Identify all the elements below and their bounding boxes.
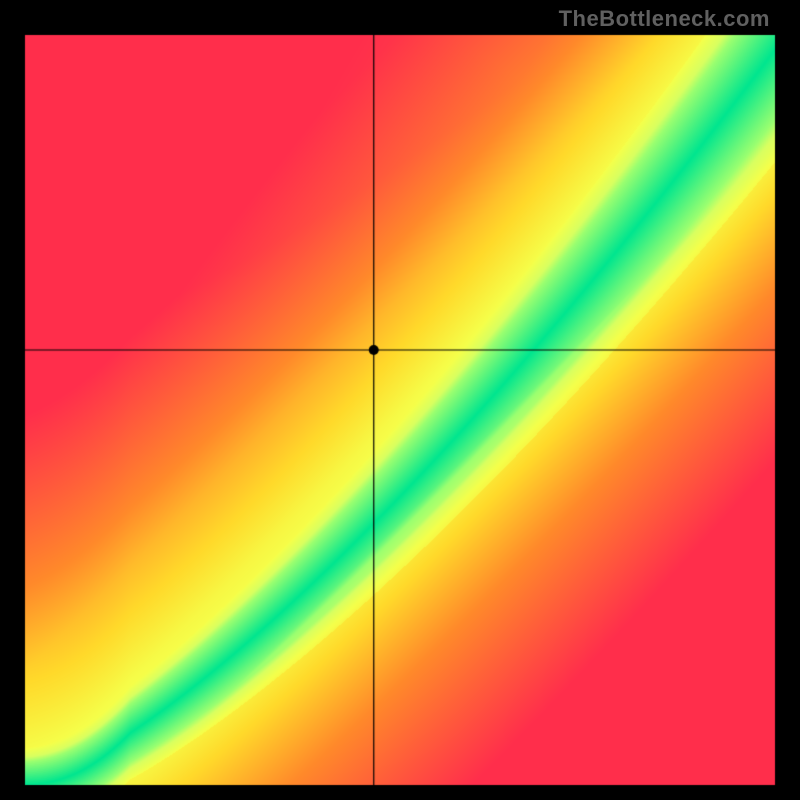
- watermark-text: TheBottleneck.com: [559, 6, 770, 32]
- chart-container: TheBottleneck.com: [0, 0, 800, 800]
- bottleneck-heatmap: [0, 0, 800, 800]
